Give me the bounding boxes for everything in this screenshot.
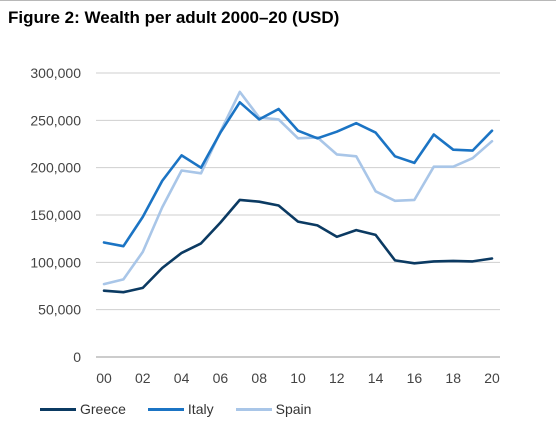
y-axis-ticks: 300,000 250,000 200,000 150,000 100,000 50,00… bbox=[30, 65, 81, 365]
y-tick-label: 0 bbox=[73, 349, 81, 365]
x-tick-label: 18 bbox=[445, 370, 461, 386]
legend-swatch bbox=[235, 407, 272, 411]
series-line-greece bbox=[102, 198, 494, 294]
legend-item-greece: Greece bbox=[40, 401, 126, 417]
x-tick-label: 04 bbox=[174, 370, 190, 386]
y-tick-label: 150,000 bbox=[30, 207, 81, 223]
x-tick-label: 14 bbox=[368, 370, 384, 386]
x-tick-label: 02 bbox=[135, 370, 151, 386]
legend-label: Spain bbox=[275, 401, 312, 417]
series-line-spain bbox=[102, 90, 494, 286]
legend-item-italy: Italy bbox=[147, 401, 214, 417]
series-line-italy bbox=[102, 101, 494, 248]
x-axis-ticks: 00 02 04 06 08 10 12 14 16 18 20 bbox=[96, 370, 500, 386]
grid-lines bbox=[96, 72, 500, 358]
legend-label: Greece bbox=[80, 401, 126, 417]
x-tick-label: 12 bbox=[329, 370, 345, 386]
legend-swatch bbox=[147, 407, 184, 411]
y-tick-label: 100,000 bbox=[30, 254, 81, 270]
legend-label: Italy bbox=[187, 401, 214, 417]
x-tick-label: 06 bbox=[213, 370, 229, 386]
x-tick-label: 00 bbox=[96, 370, 112, 386]
series-lines bbox=[102, 90, 494, 294]
legend: Greece Italy Spain bbox=[40, 399, 333, 419]
x-tick-label: 16 bbox=[407, 370, 423, 386]
y-tick-label: 300,000 bbox=[30, 65, 81, 81]
legend-item-spain: Spain bbox=[235, 401, 312, 417]
x-tick-label: 10 bbox=[290, 370, 306, 386]
top-rule bbox=[0, 0, 556, 1]
chart-title: Figure 2: Wealth per adult 2000–20 (USD) bbox=[8, 8, 340, 27]
x-tick-label: 20 bbox=[484, 370, 500, 386]
y-tick-label: 250,000 bbox=[30, 112, 81, 128]
y-tick-label: 200,000 bbox=[30, 160, 81, 176]
x-tick-label: 08 bbox=[251, 370, 267, 386]
legend-swatch bbox=[40, 407, 76, 411]
y-tick-label: 50,000 bbox=[38, 302, 81, 318]
